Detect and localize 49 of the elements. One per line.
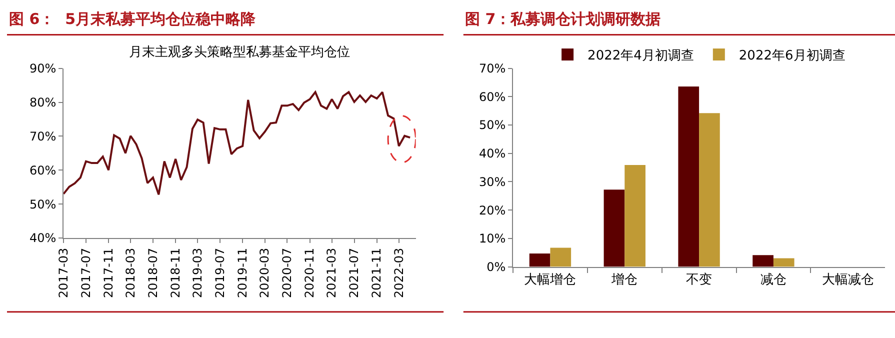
line-series <box>64 91 412 196</box>
x-tick-label: 2021-07 <box>347 248 362 298</box>
x-tick-label: 减仓 <box>760 272 786 288</box>
y-tick-label: 10% <box>478 232 506 246</box>
x-tick-label: 大幅增仓 <box>524 272 576 288</box>
legend-label: 2022年4月初调查 <box>588 48 694 64</box>
bar <box>752 255 774 267</box>
x-tick-label: 2020-03 <box>258 248 272 298</box>
x-tick-label: 2020-07 <box>280 248 294 298</box>
y-tick-label: 0% <box>486 260 506 274</box>
x-tick-label: 增仓 <box>610 272 638 288</box>
bar <box>624 165 646 267</box>
legend-label: 2022年6月初调查 <box>738 48 846 64</box>
x-tick-label: 2018-07 <box>146 248 160 298</box>
y-tick-label: 50% <box>29 197 56 212</box>
bar <box>550 248 572 267</box>
x-tick-label: 2017-07 <box>78 248 93 298</box>
y-tick-label: 40% <box>478 146 506 161</box>
y-tick-label: 80% <box>29 95 56 110</box>
x-tick-label: 2020-11 <box>302 248 317 298</box>
x-tick-label: 2019-07 <box>212 248 227 298</box>
bar <box>699 113 720 267</box>
y-tick-label: 20% <box>478 203 506 218</box>
y-tick-label: 50% <box>478 118 506 132</box>
chart-title: 图 7：私募调仓计划调研数据 <box>465 10 661 28</box>
x-tick-label: 2018-03 <box>123 248 138 298</box>
x-tick-label: 2022-03 <box>392 248 406 298</box>
y-tick-label: 70% <box>478 62 506 76</box>
y-tick-label: 90% <box>29 62 56 76</box>
x-tick-label: 不变 <box>686 272 712 288</box>
y-tick-label: 60% <box>478 90 506 104</box>
chart-title: 图 6： 5月末私募平均仓位稳中略降 <box>9 10 257 28</box>
bar <box>604 190 625 267</box>
y-tick-label: 40% <box>29 231 56 246</box>
y-tick-label: 70% <box>29 129 56 144</box>
bar <box>529 253 550 267</box>
x-tick-label: 2017-11 <box>101 248 116 298</box>
bar <box>678 86 700 267</box>
x-tick-label: 2017-03 <box>56 248 70 298</box>
x-tick-label: 2019-11 <box>236 248 250 298</box>
x-tick-label: 2021-11 <box>370 248 384 298</box>
y-tick-label: 60% <box>29 163 56 178</box>
y-tick-label: 30% <box>478 174 506 189</box>
x-tick-label: 2018-11 <box>168 248 182 298</box>
x-tick-label: 大幅减仓 <box>822 272 874 288</box>
bar <box>773 258 794 267</box>
x-tick-label: 2021-03 <box>324 248 339 298</box>
chart-subtitle: 月末主观多头策略型私募基金平均仓位 <box>129 44 350 60</box>
x-tick-label: 2019-03 <box>190 248 205 298</box>
